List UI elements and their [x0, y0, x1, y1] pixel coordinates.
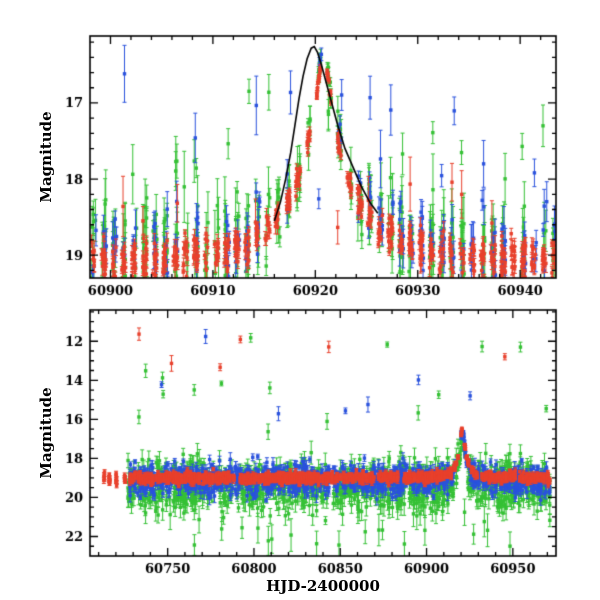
top-panel-y-axis-label: Magnitude: [37, 111, 55, 203]
x-axis-label: HJD-2400000: [266, 577, 380, 595]
bottom-panel-y-axis-label: Magnitude: [37, 387, 55, 479]
